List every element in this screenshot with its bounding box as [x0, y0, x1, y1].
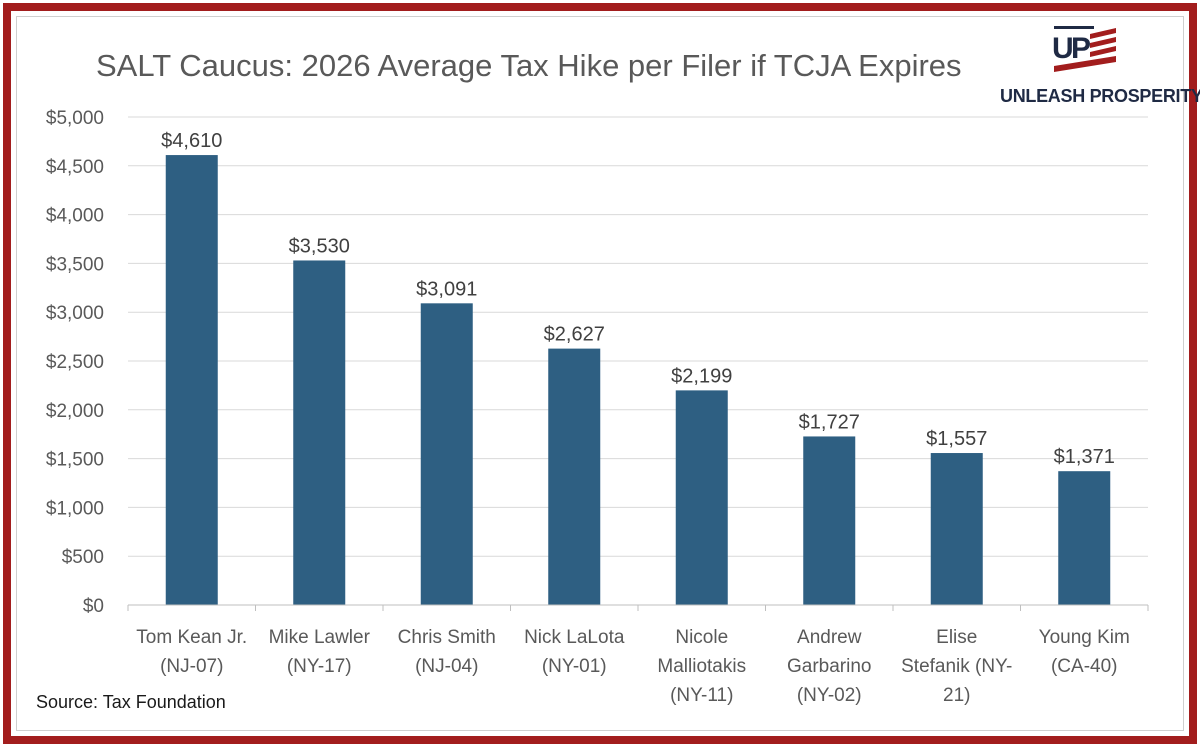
bar — [420, 303, 473, 605]
data-label: $1,557 — [926, 428, 987, 450]
y-axis-ticks: $0 $500 $1,000 $1,500 $2,000 $2,500 $3,000 $3,5… — [46, 108, 104, 617]
category-label: Andrew Garbarino (NY-02) — [787, 627, 872, 706]
y-tick-label: $2,000 — [46, 401, 104, 422]
category-label: Nick LaLota (NY-01) — [524, 627, 625, 677]
bar — [803, 436, 856, 605]
bar — [548, 348, 601, 605]
category-labels: Tom Kean Jr. (NJ-07) Mike Lawler (NY-17) Chr… — [136, 627, 1130, 706]
y-tick-label: $3,000 — [46, 303, 104, 324]
up-flag-logo-icon: U P — [1052, 26, 1116, 72]
y-tick-label: $500 — [62, 547, 104, 568]
gridlines — [128, 116, 1148, 557]
source-note: Source: Tax Foundation — [36, 692, 226, 712]
category-label: Mike Lawler (NY-17) — [269, 627, 371, 677]
bar — [930, 453, 983, 605]
bar — [675, 390, 728, 605]
bar — [1058, 471, 1111, 605]
unleash-prosperity-logo: U P UNLEASH PROSPERITY — [1000, 24, 1200, 114]
data-label: $4,610 — [161, 130, 222, 152]
bar — [293, 260, 346, 605]
x-axis — [127, 604, 1149, 611]
logo-text: UNLEASH PROSPERITY — [1000, 86, 1200, 106]
category-label: Young Kim (CA-40) — [1039, 627, 1130, 677]
chart-title: SALT Caucus: 2026 Average Tax Hike per F… — [96, 48, 962, 83]
category-label: Tom Kean Jr. (NJ-07) — [136, 627, 247, 677]
y-tick-label: $4,500 — [46, 157, 104, 178]
y-tick-label: $4,000 — [46, 206, 104, 227]
y-tick-label: $3,500 — [46, 254, 104, 275]
y-tick-label: $1,500 — [46, 450, 104, 471]
data-label: $1,371 — [1054, 446, 1115, 468]
category-label: Elise Stefanik (NY-21) — [901, 627, 1012, 706]
svg-text:P: P — [1071, 32, 1091, 65]
data-label: $2,627 — [544, 324, 605, 346]
y-tick-label: $1,000 — [46, 498, 104, 519]
bars — [165, 155, 1111, 605]
data-labels: $4,610 $3,530 $3,091 $2,627 $2,199 $1,727 $1,5… — [161, 130, 1115, 468]
data-label: $3,530 — [289, 235, 350, 257]
data-label: $1,727 — [799, 411, 860, 433]
data-label: $3,091 — [416, 278, 477, 300]
category-label: Nicole Malliotakis (NY-11) — [657, 627, 746, 706]
bar — [165, 155, 218, 605]
category-label: Chris Smith (NJ-04) — [398, 627, 496, 677]
y-tick-label: $0 — [83, 596, 104, 617]
data-label: $2,199 — [671, 365, 732, 387]
svg-text:U: U — [1052, 32, 1074, 65]
y-tick-label: $2,500 — [46, 352, 104, 373]
y-tick-label: $5,000 — [46, 108, 104, 129]
